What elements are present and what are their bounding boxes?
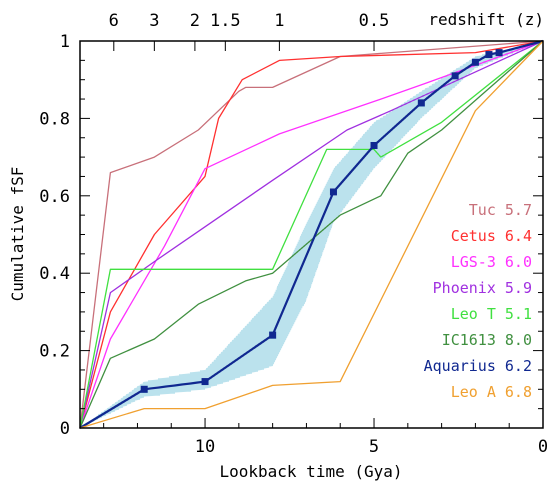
series-line-tuc	[79, 40, 544, 429]
data-point-aquarius	[201, 378, 209, 386]
x-tick-label: 10	[195, 437, 215, 457]
tick-label-layer: 10 5 0 0 0.2 0.4 0.6 0.8 1 6 3 2 1.5 1 0.5	[39, 11, 548, 457]
y-tick-label: 0.2	[39, 342, 70, 362]
top-axis-tick-label: 1.5	[210, 11, 241, 31]
data-point-aquarius	[329, 188, 337, 196]
legend-entry-lgs-3: LGS-3 6.0	[451, 253, 532, 271]
legend-entry-aquarius: Aquarius 6.2	[424, 357, 532, 375]
series-line-leo-t	[79, 40, 544, 429]
data-point-aquarius	[269, 331, 277, 339]
legend: Tuc 5.7 Cetus 6.4 LGS-3 6.0 Phoenix 5.9 Leo …	[424, 201, 532, 401]
legend-entry-cetus: Cetus 6.4	[451, 227, 532, 245]
y-tick-label: 0	[60, 419, 70, 439]
data-point-aquarius	[451, 72, 459, 80]
series-line-phoenix	[79, 40, 544, 429]
data-point-aquarius	[495, 49, 503, 57]
legend-entry-leo-a: Leo A 6.8	[451, 383, 532, 401]
y-tick-label: 0.8	[39, 109, 70, 129]
marker-layer	[140, 49, 503, 393]
top-axis-tick-label: 6	[109, 11, 119, 31]
series-line-cetus	[79, 40, 544, 429]
tick-layer	[80, 40, 544, 429]
y-tick-label: 1	[60, 32, 70, 52]
y-tick-label: 0.6	[39, 187, 70, 207]
series-line-leo-a	[79, 40, 544, 429]
data-point-aquarius	[140, 385, 148, 393]
data-point-aquarius	[370, 141, 378, 149]
top-axis-title: redshift (z)	[428, 10, 544, 29]
data-point-aquarius	[485, 51, 493, 59]
legend-entry-tuc: Tuc 5.7	[469, 201, 532, 219]
legend-entry-leo-t: Leo T 5.1	[451, 305, 532, 323]
data-point-aquarius	[471, 58, 479, 66]
y-tick-label: 0.4	[39, 264, 70, 284]
x-tick-label: 5	[369, 437, 379, 457]
top-axis-tick-label: 3	[149, 11, 159, 31]
data-point-aquarius	[417, 99, 425, 107]
y-axis-title: Cumulative fSF	[8, 167, 27, 302]
legend-entry-ic1613: IC1613 8.0	[442, 331, 532, 349]
x-axis-title: Lookback time (Gya)	[219, 462, 402, 481]
legend-entry-phoenix: Phoenix 5.9	[433, 279, 532, 297]
series-layer	[79, 39, 544, 429]
x-tick-label: 0	[538, 437, 548, 457]
top-axis-tick-label: 2	[190, 11, 200, 31]
top-axis-tick-label: 0.5	[359, 11, 390, 31]
series-line-lgs-3	[79, 40, 544, 429]
top-axis-tick-label: 1	[274, 11, 284, 31]
series-line-ic1613	[79, 40, 544, 429]
